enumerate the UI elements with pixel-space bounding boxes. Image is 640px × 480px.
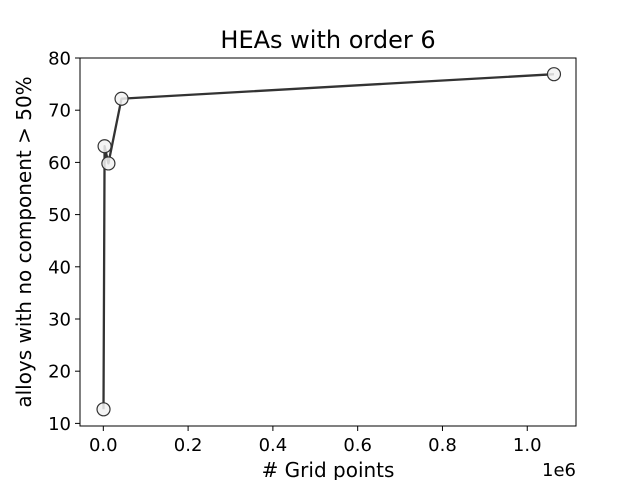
data-point bbox=[114, 91, 129, 106]
y-tick-label: 10 bbox=[48, 414, 71, 435]
chart-title: HEAs with order 6 bbox=[220, 26, 435, 54]
y-tick-label: 60 bbox=[48, 153, 71, 174]
data-point bbox=[96, 402, 111, 417]
x-tick-label: 0.8 bbox=[428, 435, 457, 456]
x-tick-label: 1.0 bbox=[513, 435, 542, 456]
data-point bbox=[546, 67, 562, 82]
axes-frame bbox=[79, 57, 577, 427]
x-tick-label: 0.6 bbox=[343, 435, 372, 456]
data-point bbox=[97, 139, 112, 154]
data-point bbox=[101, 156, 116, 171]
y-tick-label: 40 bbox=[48, 257, 71, 278]
y-tick-label: 20 bbox=[48, 362, 71, 383]
x-tick-label: 0.2 bbox=[174, 435, 203, 456]
plot-area: 0.0 0.2 0.4 0.6 0.8 1.0 10 20 30 40 50 60 70 80 bbox=[48, 49, 577, 456]
x-axis-offset-label: 1e6 bbox=[542, 460, 576, 480]
y-axis-label: alloys with no component > 50% bbox=[12, 76, 36, 407]
y-tick-label: 50 bbox=[48, 205, 71, 226]
y-tick-label: 30 bbox=[48, 309, 71, 330]
x-axis-label: # Grid points bbox=[262, 458, 395, 480]
x-tick-label: 0.0 bbox=[89, 435, 118, 456]
y-tick-label: 70 bbox=[48, 101, 71, 122]
x-tick-label: 0.4 bbox=[259, 435, 288, 456]
series-line bbox=[102, 73, 555, 410]
y-tick-label: 80 bbox=[48, 49, 71, 70]
